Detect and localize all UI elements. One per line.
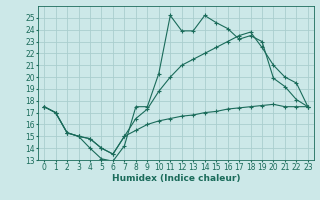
X-axis label: Humidex (Indice chaleur): Humidex (Indice chaleur) bbox=[112, 174, 240, 183]
